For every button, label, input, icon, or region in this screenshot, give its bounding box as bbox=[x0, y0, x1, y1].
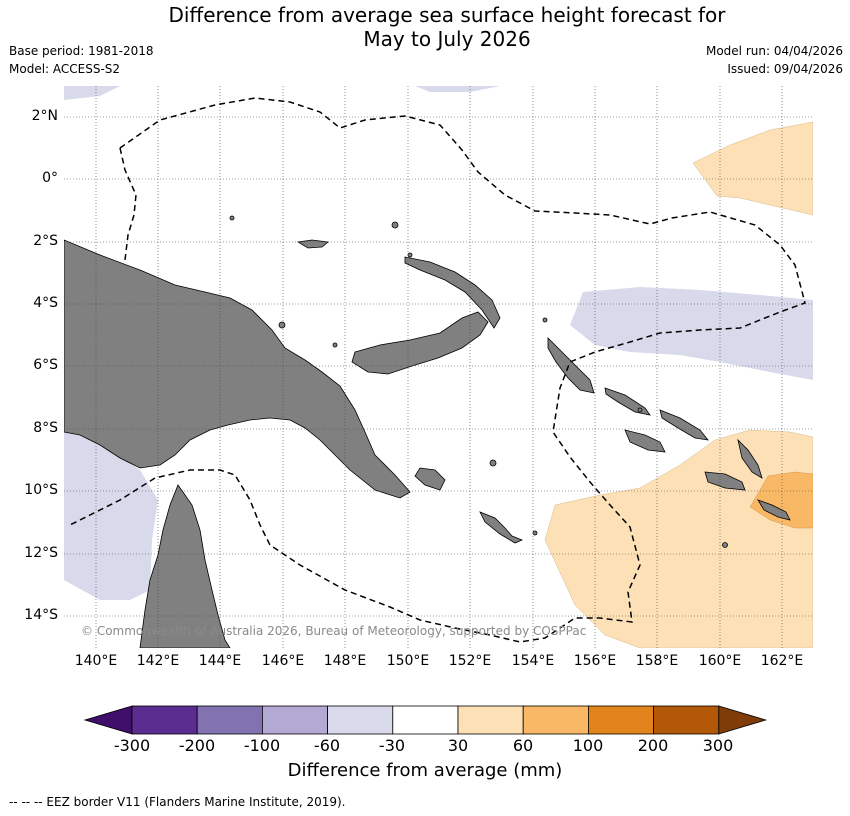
colorbar-extend-low bbox=[83, 705, 133, 735]
colorbar-segment bbox=[522, 705, 589, 735]
title-line-2: May to July 2026 bbox=[363, 27, 531, 51]
colorbar-tick-label: 30 bbox=[447, 736, 469, 755]
colorbar-tick-label: -60 bbox=[313, 736, 341, 755]
lat-label: 0° bbox=[42, 170, 58, 186]
colorbar-tick-label: -30 bbox=[378, 736, 406, 755]
colorbar-tick-label: 100 bbox=[572, 736, 604, 755]
positive-anomaly-region-se bbox=[544, 429, 813, 648]
lat-label: 4°S bbox=[33, 295, 58, 311]
small-island bbox=[542, 317, 548, 323]
new-guinea-mainland bbox=[64, 239, 411, 499]
colorbar-extend-high bbox=[718, 705, 768, 735]
lon-label: 148°E bbox=[323, 653, 367, 669]
colorbar-tick-label: 200 bbox=[637, 736, 669, 755]
negative-anomaly-region-nw bbox=[64, 86, 120, 100]
lat-label: 6°S bbox=[33, 357, 58, 373]
chart-title: Difference from average sea surface heig… bbox=[0, 3, 850, 51]
makira bbox=[704, 471, 746, 491]
bougainville bbox=[547, 337, 595, 394]
map-area bbox=[64, 86, 813, 648]
lon-label: 142°E bbox=[136, 653, 180, 669]
colorbar-title: Difference from average (mm) bbox=[287, 760, 563, 781]
lat-label: 8°S bbox=[33, 420, 58, 436]
lon-label: 140°E bbox=[74, 653, 118, 669]
small-island bbox=[278, 321, 286, 329]
colorbar-segment bbox=[196, 705, 263, 735]
guadalcanal bbox=[624, 429, 666, 453]
positive-anomaly-region-core bbox=[749, 471, 813, 529]
metadata-left: Base period: 1981-2018 Model: ACCESS-S2 bbox=[9, 42, 154, 78]
colorbar-tick-label: 60 bbox=[512, 736, 534, 755]
dentrecasteaux-islands bbox=[414, 467, 446, 491]
lon-label: 144°E bbox=[198, 653, 242, 669]
small-island bbox=[407, 252, 413, 258]
base-period: Base period: 1981-2018 bbox=[9, 44, 154, 58]
lon-label: 160°E bbox=[698, 653, 742, 669]
lon-label: 150°E bbox=[386, 653, 430, 669]
eez-border bbox=[69, 97, 806, 643]
manus-island bbox=[296, 239, 329, 249]
small-island bbox=[332, 342, 338, 348]
colorbar-segment bbox=[653, 705, 720, 735]
colorbar-segment bbox=[588, 705, 655, 735]
lat-label: 2°S bbox=[33, 233, 58, 249]
lat-label: 10°S bbox=[24, 482, 58, 498]
small-island bbox=[489, 459, 497, 467]
louisiade-islands bbox=[479, 511, 524, 544]
small-island bbox=[637, 407, 643, 413]
cape-york-peninsula bbox=[139, 484, 231, 648]
lon-label: 162°E bbox=[760, 653, 804, 669]
metadata-right: Model run: 04/04/2026 Issued: 09/04/2026 bbox=[706, 42, 843, 78]
colorbar-tick-label: 300 bbox=[702, 736, 734, 755]
lon-label: 158°E bbox=[635, 653, 679, 669]
model-name: Model: ACCESS-S2 bbox=[9, 62, 121, 76]
colorbar-segment bbox=[392, 705, 459, 735]
copyright-notice: © Commonwealth of Australia 2026, Bureau… bbox=[81, 624, 587, 638]
negative-anomaly-region-west bbox=[64, 430, 158, 600]
colorbar-segment bbox=[457, 705, 524, 735]
new-britain bbox=[351, 311, 489, 375]
colorbar bbox=[83, 705, 768, 735]
malaita bbox=[737, 438, 763, 479]
small-island bbox=[391, 221, 399, 229]
lat-label: 14°S bbox=[24, 607, 58, 623]
negative-anomaly-region-east bbox=[570, 287, 813, 380]
lon-label: 154°E bbox=[511, 653, 555, 669]
eez-legend-note: -- -- -- EEZ border V11 (Flanders Marine… bbox=[9, 795, 346, 809]
negative-anomaly-region-north bbox=[415, 86, 500, 92]
santa-isabel bbox=[659, 409, 709, 441]
model-run-date: Model run: 04/04/2026 bbox=[705, 44, 843, 58]
lat-label: 12°S bbox=[24, 545, 58, 561]
small-island bbox=[532, 530, 538, 536]
colorbar-tick-label: -200 bbox=[178, 736, 216, 755]
colorbar-segment bbox=[131, 705, 198, 735]
colorbar-tick-label: -300 bbox=[113, 736, 151, 755]
new-ireland bbox=[404, 256, 501, 329]
lat-label: 2°N bbox=[31, 108, 58, 124]
small-island bbox=[722, 542, 728, 548]
lon-label: 146°E bbox=[261, 653, 305, 669]
lon-label: 156°E bbox=[573, 653, 617, 669]
small-island bbox=[229, 215, 235, 221]
gridlines bbox=[64, 86, 813, 648]
colorbar-tick-label: -100 bbox=[243, 736, 281, 755]
colorbar-segment bbox=[261, 705, 328, 735]
eez-border-west bbox=[119, 147, 137, 261]
land-masses bbox=[64, 215, 791, 648]
colorbar-segment bbox=[327, 705, 394, 735]
positive-anomaly-region-ne bbox=[692, 121, 813, 216]
issued-date: Issued: 09/04/2026 bbox=[727, 62, 843, 76]
title-line-1: Difference from average sea surface heig… bbox=[168, 3, 726, 27]
lon-label: 152°E bbox=[448, 653, 492, 669]
